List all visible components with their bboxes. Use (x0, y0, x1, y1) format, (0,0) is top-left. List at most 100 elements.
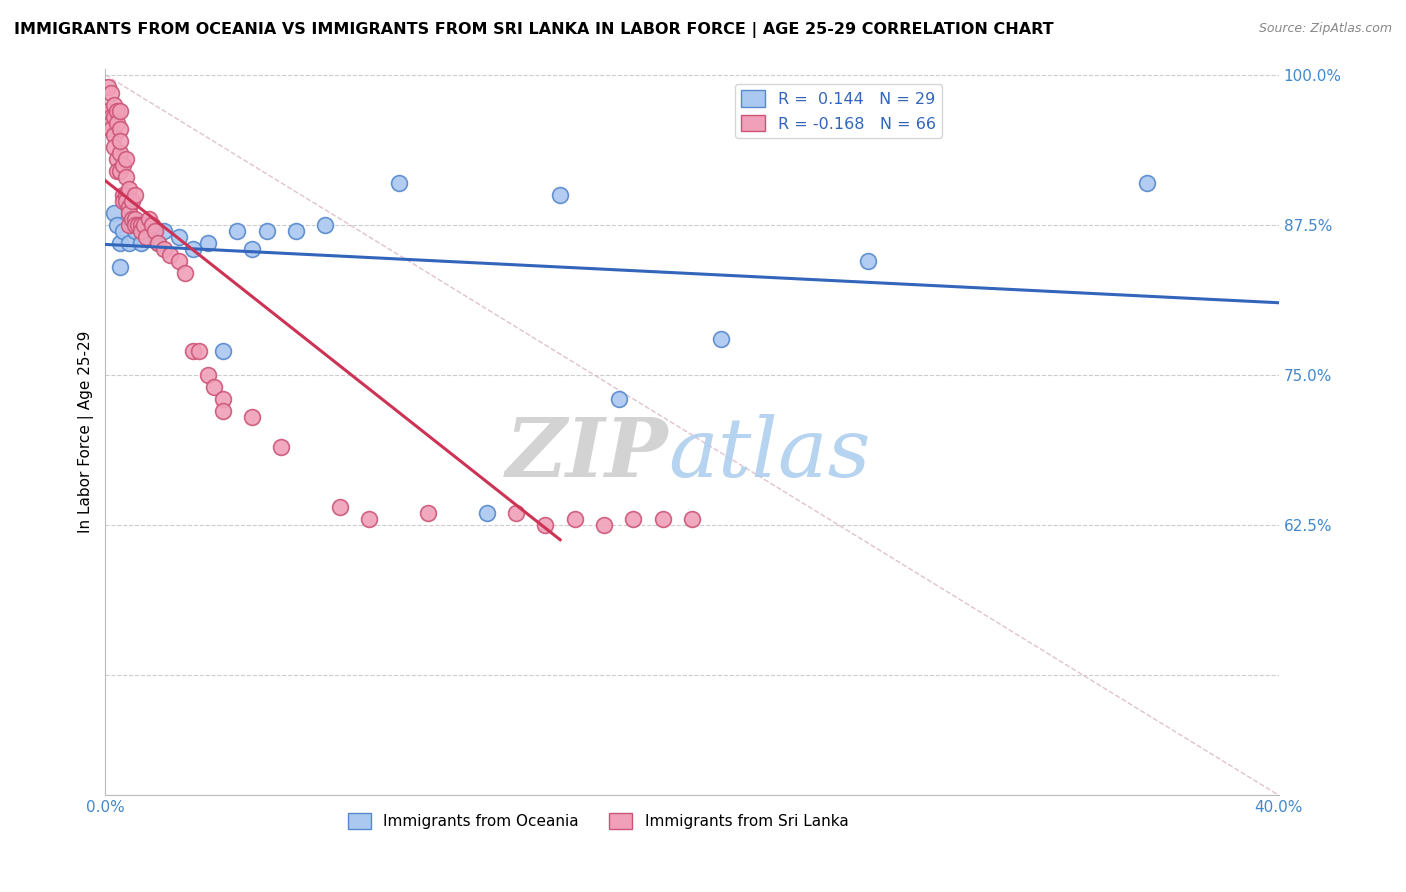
Point (153, 224, 176, 238)
Point (623, 512, 645, 526)
Point (607, 392, 630, 406)
Point (103, 110, 125, 124)
Point (329, 500, 352, 515)
Point (285, 224, 308, 238)
Point (167, 254, 190, 268)
Point (108, 235, 131, 250)
Point (593, 518, 616, 533)
Point (710, 332, 733, 346)
Point (197, 368, 219, 382)
Point (118, 200, 141, 214)
Point (129, 218, 152, 232)
Point (475, 506, 498, 520)
Point (103, 128, 125, 142)
Point (143, 224, 166, 238)
Point (111, 194, 134, 208)
Point (108, 121, 131, 136)
Point (240, 242, 263, 256)
Point (129, 235, 152, 250)
Point (105, 218, 128, 232)
Point (138, 211, 160, 226)
Point (111, 188, 134, 202)
Point (105, 116, 128, 130)
Point (103, 98, 125, 112)
Point (132, 218, 155, 232)
Point (108, 164, 131, 178)
Point (108, 145, 131, 160)
Point (359, 512, 381, 526)
Point (856, 254, 879, 268)
Point (115, 188, 138, 202)
Point (202, 380, 225, 394)
Point (129, 224, 152, 238)
Point (270, 440, 292, 454)
Point (118, 206, 141, 220)
Point (103, 140, 125, 154)
Point (153, 242, 176, 256)
Text: IMMIGRANTS FROM OCEANIA VS IMMIGRANTS FROM SRI LANKA IN LABOR FORCE | AGE 25-29 : IMMIGRANTS FROM OCEANIA VS IMMIGRANTS FR… (14, 22, 1053, 38)
Point (240, 410, 263, 425)
Y-axis label: In Labor Force | Age 25-29: In Labor Force | Age 25-29 (79, 331, 94, 533)
Point (124, 211, 146, 226)
Point (141, 224, 163, 238)
Point (416, 506, 439, 520)
Point (124, 224, 146, 238)
Point (548, 188, 571, 202)
Point (118, 235, 141, 250)
Point (211, 404, 233, 418)
Point (534, 518, 557, 533)
Point (97, 103, 120, 118)
Text: ZIP: ZIP (506, 414, 669, 494)
Point (121, 194, 143, 208)
Point (183, 344, 205, 359)
Point (124, 218, 146, 232)
Point (148, 235, 170, 250)
Point (108, 134, 131, 148)
Point (135, 230, 157, 244)
Point (505, 506, 527, 520)
Point (100, 110, 122, 124)
Point (314, 218, 336, 232)
Point (211, 392, 233, 406)
Point (197, 235, 219, 250)
Point (141, 218, 163, 232)
Point (118, 182, 141, 196)
Legend: Immigrants from Oceania, Immigrants from Sri Lanka: Immigrants from Oceania, Immigrants from… (342, 806, 855, 835)
Point (105, 103, 128, 118)
Point (148, 235, 170, 250)
Point (651, 512, 673, 526)
Point (211, 344, 233, 359)
Point (108, 103, 131, 118)
Point (105, 164, 128, 178)
Point (115, 194, 138, 208)
Point (135, 218, 157, 232)
Point (681, 512, 703, 526)
Point (226, 224, 249, 238)
Point (105, 152, 128, 166)
Point (188, 344, 211, 359)
Point (111, 158, 134, 172)
Point (115, 169, 138, 184)
Point (124, 188, 146, 202)
Point (388, 176, 411, 190)
Point (100, 116, 122, 130)
Point (103, 206, 125, 220)
Point (100, 121, 122, 136)
Point (111, 224, 134, 238)
Point (1136, 176, 1159, 190)
Point (121, 218, 143, 232)
Point (173, 266, 195, 280)
Point (256, 224, 278, 238)
Point (564, 512, 586, 526)
Point (121, 211, 143, 226)
Point (183, 242, 205, 256)
Point (97, 79, 120, 94)
Point (115, 152, 138, 166)
Point (108, 260, 131, 274)
Text: Source: ZipAtlas.com: Source: ZipAtlas.com (1258, 22, 1392, 36)
Point (159, 248, 181, 262)
Point (118, 218, 141, 232)
Point (167, 230, 190, 244)
Text: atlas: atlas (669, 414, 872, 494)
Point (127, 218, 149, 232)
